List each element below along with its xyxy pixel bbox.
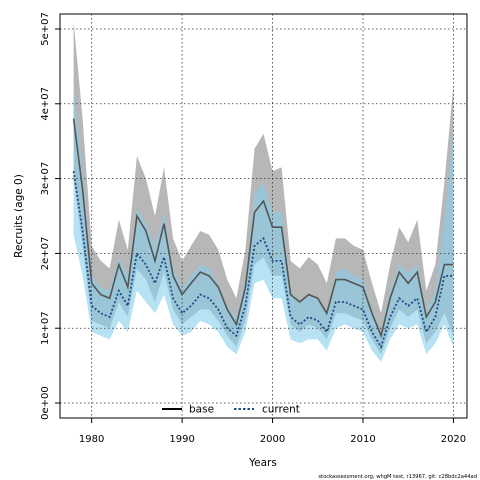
line-base <box>72 118 454 339</box>
legend-label-base: base <box>189 404 214 416</box>
x-tick-label-2020: 2020 <box>441 434 466 445</box>
y-tick-label-5e+07: 5e+07 <box>40 12 51 46</box>
plot-frame <box>59 13 468 419</box>
x-tick-label-1990: 1990 <box>169 434 194 445</box>
x-tick-label-2010: 2010 <box>350 434 375 445</box>
series-lines <box>72 118 454 350</box>
y-tick-label-0e+00: 0e+00 <box>40 386 51 420</box>
y-tick-label-1e+07: 1e+07 <box>40 311 51 345</box>
x-tick-label-1980: 1980 <box>79 434 104 445</box>
y-tick-label-3e+07: 3e+07 <box>40 162 51 196</box>
grid-lines <box>60 14 467 418</box>
y-tick-label-4e+07: 4e+07 <box>40 87 51 121</box>
footer-text: stockassessment.org, whgM test, r13967, … <box>318 474 477 480</box>
band-current <box>73 88 454 362</box>
legend-label-current: current <box>262 404 300 416</box>
y-axis-title: Recruits (age 0) <box>13 174 25 258</box>
confidence-bands <box>73 21 454 362</box>
line-current <box>72 170 454 350</box>
y-axis: 0e+00 1e+07 2e+07 3e+07 4e+07 5e+07 <box>40 12 60 420</box>
x-axis: 1980 1990 2000 2010 2020 <box>79 418 466 445</box>
legend: base current <box>162 404 300 416</box>
y-tick-label-2e+07: 2e+07 <box>40 237 51 271</box>
x-axis-title: Years <box>248 457 277 469</box>
x-tick-label-2000: 2000 <box>260 434 285 445</box>
